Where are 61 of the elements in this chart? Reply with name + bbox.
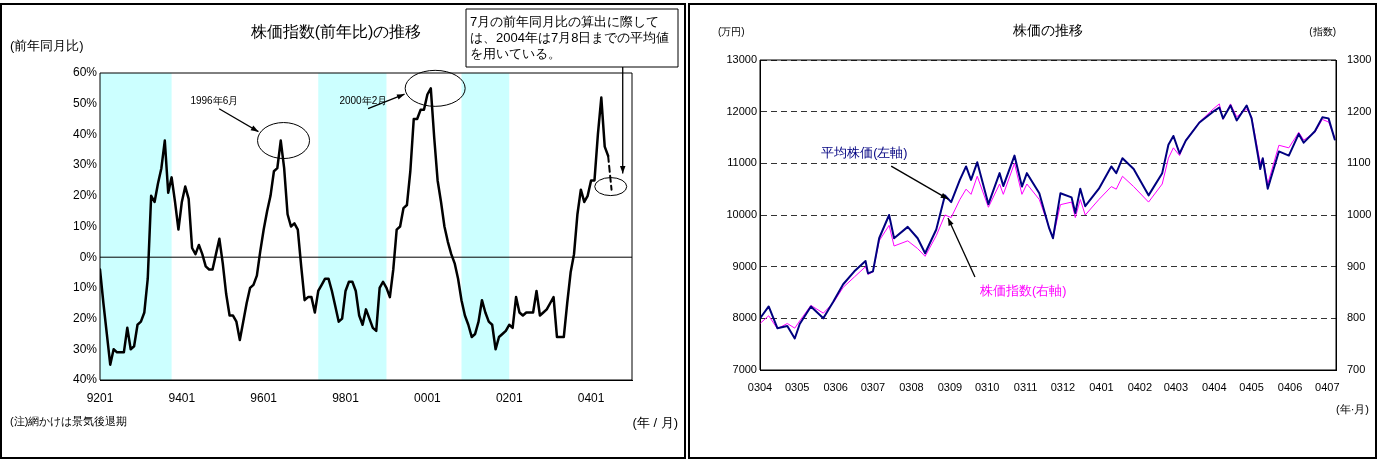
x-tick-label: 0403 xyxy=(1163,380,1189,393)
x-axis-title: (年 / 月) xyxy=(632,415,678,430)
y2-tick-label: 700 xyxy=(1347,363,1366,376)
y-tick-label: 9000 xyxy=(732,259,757,272)
x-tick-label: 0402 xyxy=(1127,380,1153,393)
x-tick-label: 0305 xyxy=(785,380,810,393)
x-tick-label: 0309 xyxy=(937,380,963,393)
text: 平均株価(左軸) xyxy=(821,146,908,161)
y-tick-label: 11000 xyxy=(727,156,757,169)
y2-tick-label: 1200 xyxy=(1347,104,1372,117)
text: 7月の前年同月比の算出に際しては、2004年は7月8日までの平均値を用いている。 xyxy=(470,14,670,61)
y-tick-label: 7000 xyxy=(732,363,757,376)
chart-title: 株価指数(前年比)の推移 xyxy=(249,23,422,40)
x-tick-label: 0311 xyxy=(1013,380,1038,393)
x-tick-label: 0306 xyxy=(823,380,848,393)
x-axis-title: (年·月) xyxy=(1336,403,1369,415)
y2-tick-label: 1100 xyxy=(1347,156,1371,169)
chart-title: 株価の推移 xyxy=(1012,22,1083,38)
y-tick-label: 8000 xyxy=(732,311,757,324)
y-axis-title: (万円) xyxy=(718,26,745,37)
x-tick-label: 9401 xyxy=(168,390,196,405)
x-tick-label: 0310 xyxy=(974,380,1000,393)
x-tick-label: 0001 xyxy=(414,390,442,405)
text: 株価指数(右軸) xyxy=(978,284,1067,298)
y-tick-label: 13000 xyxy=(726,53,757,66)
y2-tick-label: 1000 xyxy=(1347,208,1372,221)
y-tick-label: 0% xyxy=(79,249,98,264)
x-tick-label: 0308 xyxy=(899,380,924,393)
x-tick-label: 0201 xyxy=(495,390,523,405)
x-tick-label: 0405 xyxy=(1239,380,1264,393)
x-tick-label: 9201 xyxy=(86,390,114,405)
x-tick-label: 0401 xyxy=(577,390,605,405)
x-tick-label: 0304 xyxy=(747,380,773,393)
y-tick-label: 12000 xyxy=(726,104,757,117)
y-tick-label: 40% xyxy=(72,126,98,141)
y-tick-label: 40% xyxy=(72,372,98,387)
y-axis-title: (前年同月比) xyxy=(10,38,84,53)
y-tick-label: 30% xyxy=(72,157,98,172)
y-tick-label: 60% xyxy=(72,65,98,80)
y-tick-label: 10000 xyxy=(726,208,757,221)
y-tick-label: 30% xyxy=(72,341,98,356)
text: (注)網かけは景気後退期 xyxy=(10,415,128,428)
y-tick-label: 20% xyxy=(72,188,98,203)
y2-tick-label: 1300 xyxy=(1347,53,1372,66)
y-tick-label: 10% xyxy=(72,218,98,233)
annotation: 2000年2月 xyxy=(339,94,388,106)
y-tick-label: 20% xyxy=(72,310,98,325)
x-tick-label: 0407 xyxy=(1315,380,1340,393)
y-tick-label: 10% xyxy=(72,280,98,295)
x-tick-label: 0406 xyxy=(1277,380,1303,393)
y-tick-label: 50% xyxy=(72,96,98,111)
x-tick-label: 9801 xyxy=(332,390,360,405)
y2-axis-title: (指数) xyxy=(1309,26,1336,37)
y2-tick-label: 800 xyxy=(1347,311,1366,324)
annotation: 1996年6月 xyxy=(190,94,239,106)
y2-tick-label: 900 xyxy=(1347,259,1366,272)
x-tick-label: 9601 xyxy=(250,390,278,405)
x-tick-label: 0404 xyxy=(1202,380,1227,393)
x-tick-label: 0312 xyxy=(1050,380,1076,393)
x-tick-label: 0401 xyxy=(1089,380,1114,393)
x-tick-label: 0307 xyxy=(860,380,886,393)
